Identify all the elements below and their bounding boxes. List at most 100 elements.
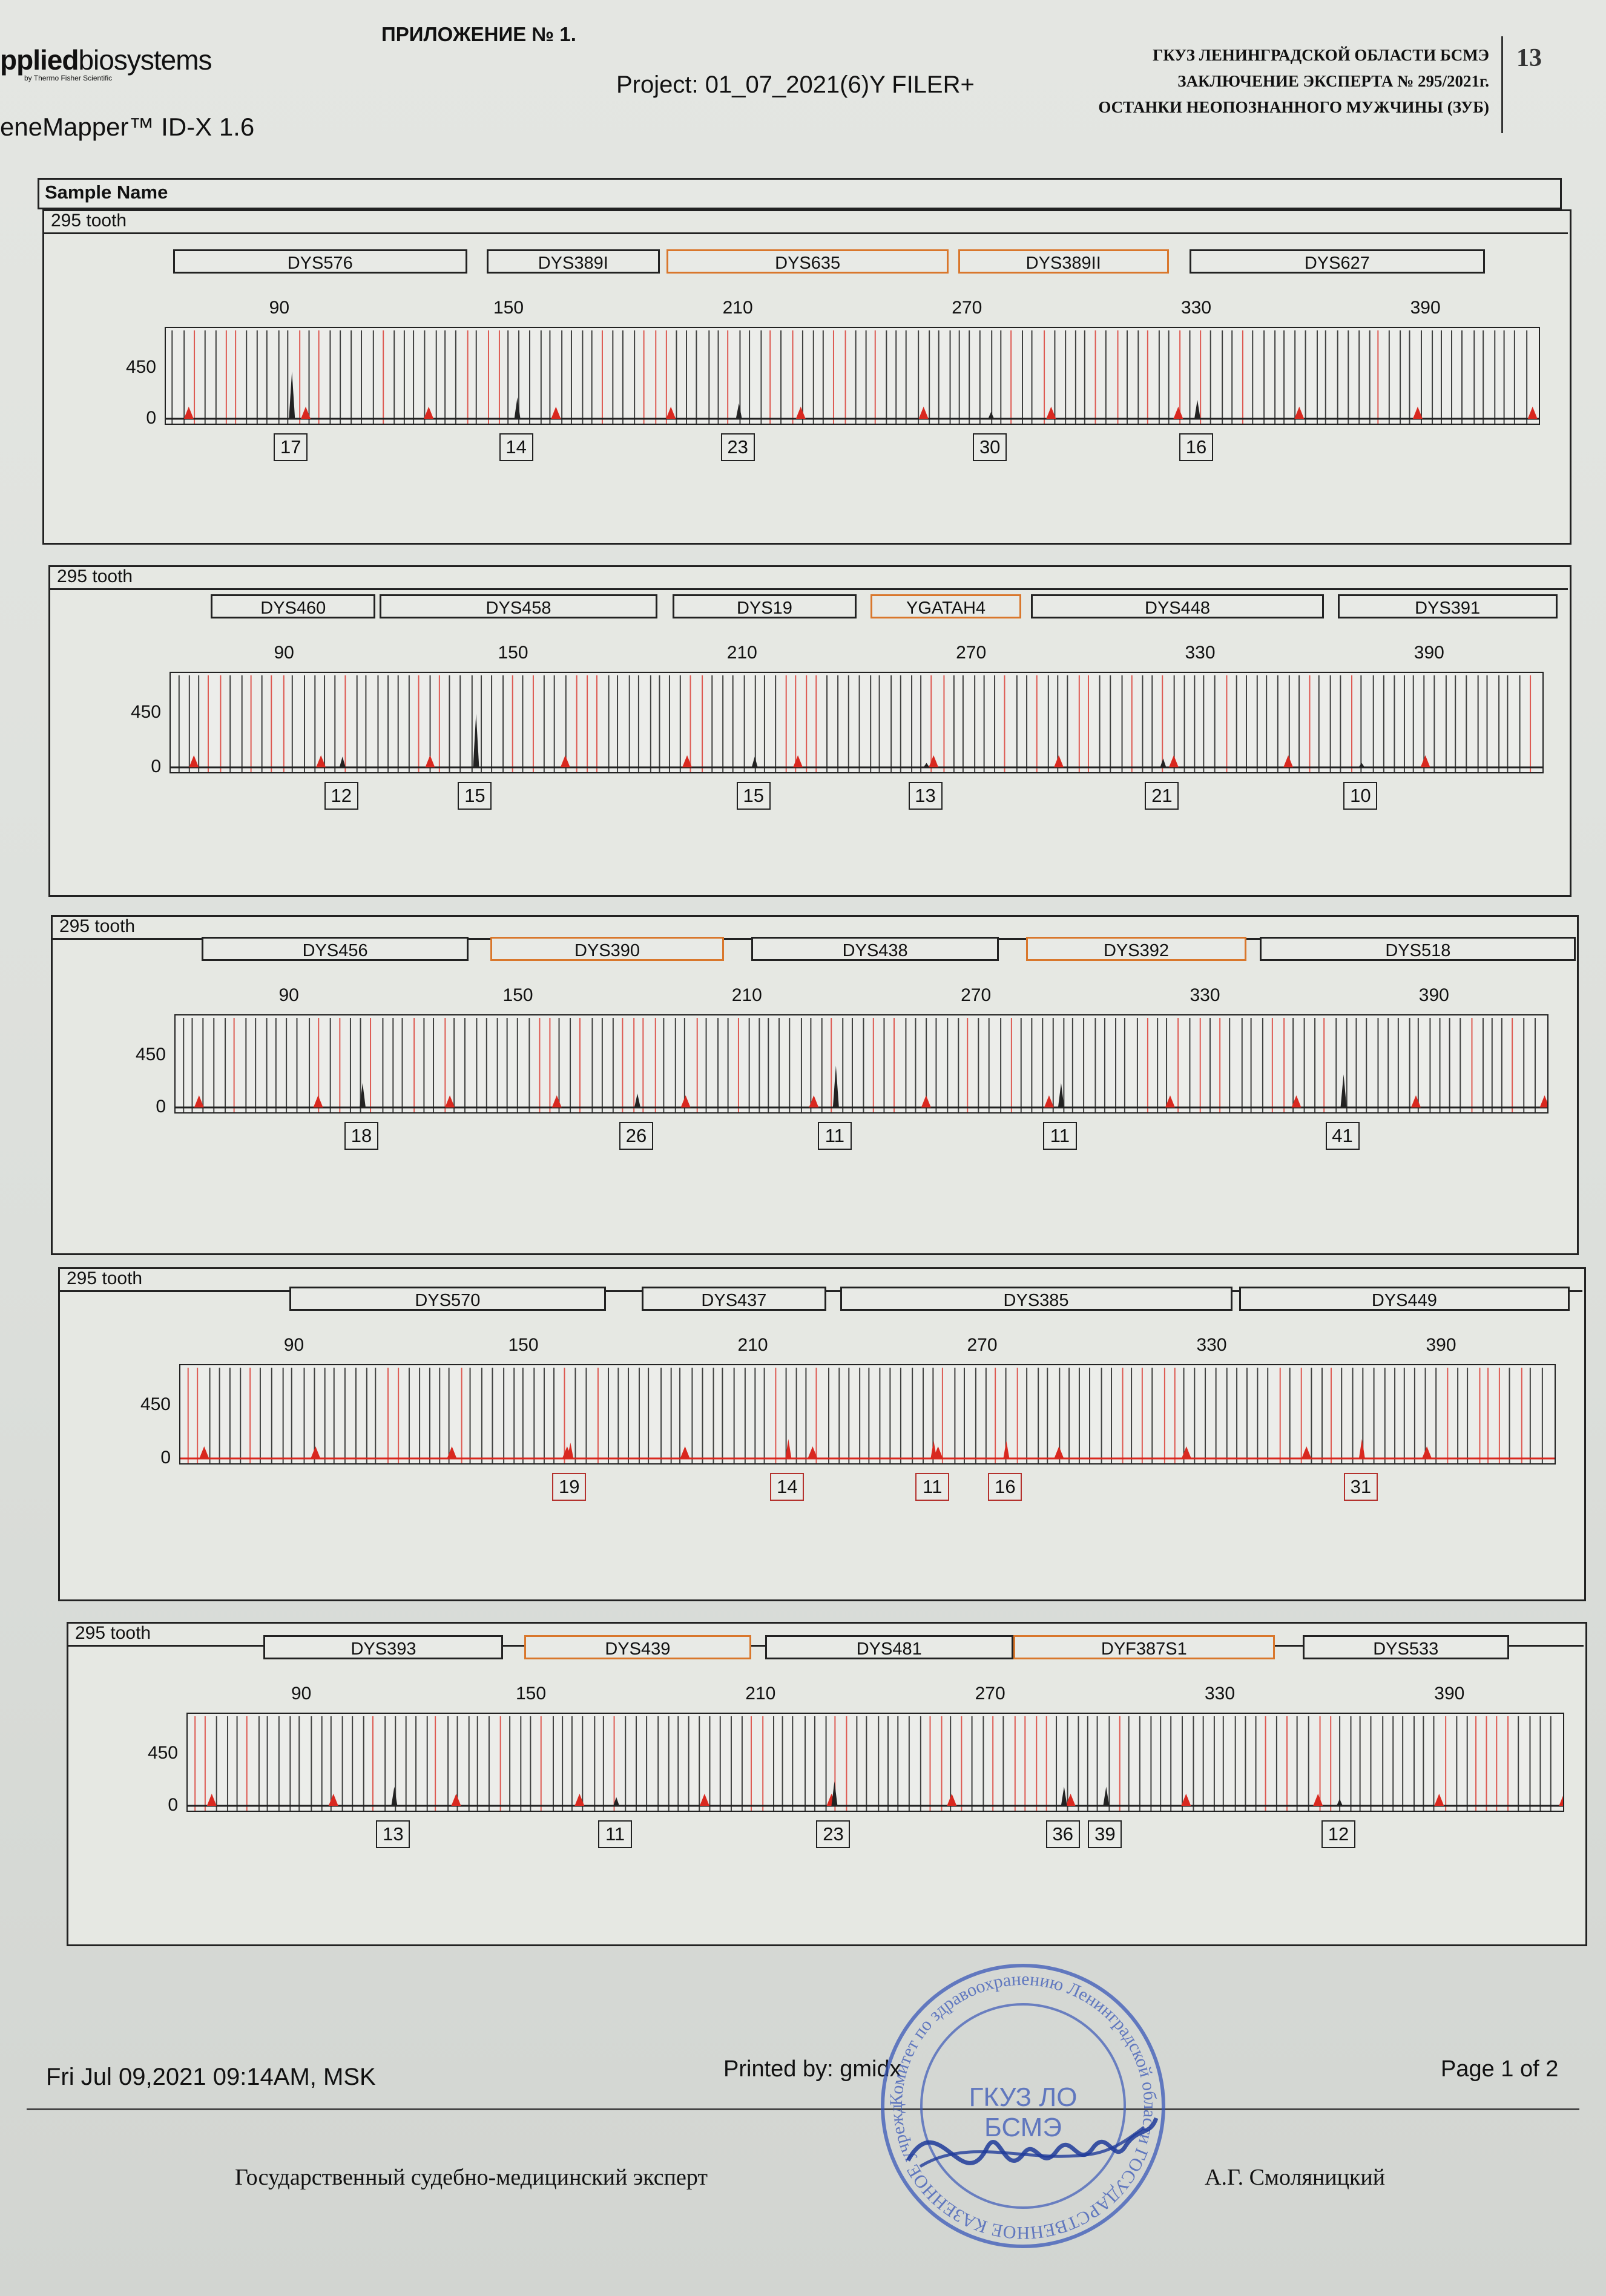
ladder-peak	[1168, 755, 1179, 767]
marker-dys389ii[interactable]: DYS389II	[958, 249, 1169, 274]
handwritten-signature	[906, 2117, 1159, 2165]
marker-dys570[interactable]: DYS570	[289, 1287, 606, 1311]
allele-peak	[1103, 1786, 1110, 1806]
allele-peak	[634, 1093, 640, 1107]
panel-header-divider	[48, 588, 1568, 590]
org-line-3: ОСТАНКИ НЕОПОЗНАННОГО МУЖЧИНЫ (ЗУБ)	[1098, 98, 1489, 116]
allele-call-label[interactable]: 13	[376, 1820, 410, 1848]
allele-call-label[interactable]: 11	[915, 1473, 950, 1501]
allele-call-label[interactable]: 11	[598, 1820, 633, 1848]
allele-call-label[interactable]: 13	[908, 782, 943, 810]
marker-dys392[interactable]: DYS392	[1026, 937, 1246, 961]
marker-dys390[interactable]: DYS390	[490, 937, 724, 961]
ladder-peak	[1054, 1446, 1064, 1458]
allele-call-label[interactable]: 16	[1179, 433, 1213, 461]
marker-dys449[interactable]: DYS449	[1239, 1287, 1570, 1311]
y-tick-label: 0	[160, 1448, 171, 1468]
marker-dys438[interactable]: DYS438	[751, 937, 999, 961]
ladder-peak	[328, 1794, 338, 1806]
allele-call-label[interactable]: 26	[619, 1122, 653, 1150]
ladder-peak	[1559, 1796, 1563, 1806]
ladder-peak	[809, 1095, 819, 1107]
allele-call-label[interactable]: 30	[973, 433, 1007, 461]
marker-dys481[interactable]: DYS481	[765, 1635, 1013, 1659]
appendix-title: ПРИЛОЖЕНИЕ № 1.	[381, 23, 576, 45]
marker-dys456[interactable]: DYS456	[202, 937, 469, 961]
allele-peak	[1061, 1786, 1067, 1806]
allele-call-label[interactable]: 10	[1343, 782, 1378, 810]
page-indicator: Page 1 of 2	[1441, 2056, 1559, 2082]
marker-dys385[interactable]: DYS385	[840, 1287, 1232, 1311]
panel-sample-label: 295 tooth	[67, 1268, 143, 1288]
y-tick-label: 450	[135, 1045, 166, 1064]
size-tick-label: 330	[1180, 298, 1212, 318]
allele-call-label[interactable]: 16	[988, 1473, 1022, 1501]
allele-call-label[interactable]: 31	[1343, 1473, 1378, 1501]
allele-call-label[interactable]: 23	[816, 1820, 851, 1848]
marker-dys393[interactable]: DYS393	[263, 1635, 504, 1659]
marker-dys19[interactable]: DYS19	[672, 594, 857, 618]
marker-dys576[interactable]: DYS576	[173, 249, 467, 274]
allele-call-label[interactable]: 23	[720, 433, 755, 461]
allele-call-label[interactable]: 17	[274, 433, 308, 461]
marker-dys448[interactable]: DYS448	[1031, 594, 1324, 618]
allele-call-label[interactable]: 36	[1045, 1820, 1080, 1848]
ladder-peak	[1065, 1794, 1076, 1806]
allele-call-label[interactable]: 18	[344, 1122, 378, 1150]
size-tick-label: 150	[508, 1335, 539, 1355]
marker-dys627[interactable]: DYS627	[1189, 249, 1486, 274]
size-tick-label: 390	[1410, 298, 1441, 318]
y-tick-label: 450	[147, 1743, 178, 1763]
ladder-peak	[1539, 1095, 1547, 1107]
marker-dys439[interactable]: DYS439	[524, 1635, 752, 1659]
size-tick-label: 150	[493, 298, 524, 318]
marker-dys460[interactable]: DYS460	[211, 594, 376, 618]
allele-peak	[391, 1786, 398, 1806]
allele-peak	[1160, 758, 1167, 767]
ladder-peak	[680, 1095, 691, 1107]
ladder-peak	[793, 755, 803, 767]
allele-call-label[interactable]: 14	[499, 433, 533, 461]
allele-peak	[567, 1442, 574, 1458]
allele-peak	[988, 412, 995, 419]
marker-dys437[interactable]: DYS437	[642, 1287, 826, 1311]
marker-dys389i[interactable]: DYS389I	[486, 249, 660, 274]
allele-call-label[interactable]: 12	[324, 782, 358, 810]
allele-call-label[interactable]: 41	[1325, 1122, 1360, 1150]
size-tick-label: 210	[737, 1335, 768, 1355]
panel-sample-label: 295 tooth	[57, 566, 133, 586]
allele-call-label[interactable]: 11	[1042, 1122, 1077, 1150]
allele-call-label[interactable]: 21	[1145, 782, 1179, 810]
allele-call-label[interactable]: 39	[1088, 1820, 1122, 1848]
ladder-peak	[1046, 407, 1056, 419]
size-tick-label: 390	[1413, 643, 1444, 663]
allele-peak	[785, 1438, 792, 1458]
allele-call-label[interactable]: 11	[817, 1122, 852, 1150]
ladder-peak	[301, 407, 311, 419]
ladder-peak	[1291, 1095, 1302, 1107]
marker-dys635[interactable]: DYS635	[666, 249, 949, 274]
marker-dys458[interactable]: DYS458	[380, 594, 657, 618]
size-tick-label: 210	[745, 1684, 776, 1704]
marker-dys391[interactable]: DYS391	[1337, 594, 1558, 618]
allele-call-label[interactable]: 19	[552, 1473, 587, 1501]
ladder-peak	[795, 407, 806, 419]
app-name: eneMapper™ ID-X 1.6	[0, 113, 255, 141]
allele-peak	[1358, 763, 1365, 767]
marker-dys518[interactable]: DYS518	[1260, 937, 1576, 961]
allele-call-label[interactable]: 15	[736, 782, 771, 810]
panel-sample-label: 295 tooth	[59, 916, 136, 936]
org-line-2: ЗАКЛЮЧЕНИЕ ЭКСПЕРТА № 295/2021г.	[1177, 72, 1489, 90]
size-tick-label: 270	[956, 643, 987, 663]
y-tick-label: 450	[130, 702, 161, 722]
marker-dys533[interactable]: DYS533	[1302, 1635, 1509, 1659]
allele-call-label[interactable]: 12	[1321, 1820, 1355, 1848]
allele-call-label[interactable]: 15	[458, 782, 492, 810]
marker-ygatah4[interactable]: YGATAH4	[870, 594, 1022, 618]
allele-peak	[1340, 1074, 1347, 1107]
seal-inner-ring	[920, 2003, 1126, 2209]
allele-call-label[interactable]: 14	[770, 1473, 805, 1501]
ladder-peak	[808, 1446, 818, 1458]
marker-dyf387s1[interactable]: DYF387S1	[1013, 1635, 1275, 1659]
size-tick-label: 330	[1204, 1684, 1236, 1704]
